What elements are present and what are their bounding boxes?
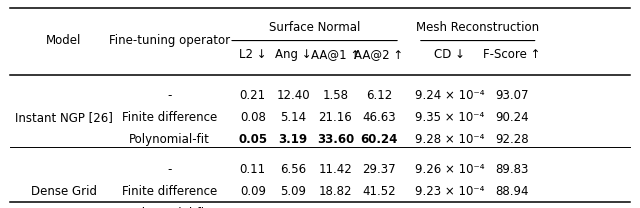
Text: 6.12: 6.12	[365, 89, 392, 102]
Text: 51.40: 51.40	[360, 207, 397, 208]
Text: 60.24: 60.24	[360, 133, 397, 146]
Text: 9.24 × 10⁻⁴: 9.24 × 10⁻⁴	[415, 89, 484, 102]
Text: Mesh Reconstruction: Mesh Reconstruction	[416, 21, 540, 33]
Text: 1.58: 1.58	[323, 89, 348, 102]
Text: 46.63: 46.63	[362, 111, 396, 124]
Text: Finite difference: Finite difference	[122, 111, 217, 124]
Text: Ang ↓: Ang ↓	[275, 48, 312, 61]
Text: AA@2 ↑: AA@2 ↑	[355, 48, 403, 61]
Text: 9.23 × 10⁻⁴: 9.23 × 10⁻⁴	[415, 185, 484, 198]
Text: 3.19: 3.19	[278, 133, 308, 146]
Text: F-Score ↑: F-Score ↑	[483, 48, 541, 61]
Text: 0.08: 0.08	[240, 111, 266, 124]
Text: CD ↓: CD ↓	[435, 48, 465, 61]
Text: Dense Grid: Dense Grid	[31, 185, 97, 198]
Text: 0.09: 0.09	[240, 185, 266, 198]
Text: 21.16: 21.16	[319, 111, 352, 124]
Text: Model: Model	[46, 34, 82, 47]
Text: 0.05: 0.05	[238, 133, 268, 146]
Text: 89.83: 89.83	[495, 163, 529, 176]
Text: 18.82: 18.82	[319, 185, 352, 198]
Text: Fine-tuning operator: Fine-tuning operator	[109, 34, 230, 47]
Text: Finite difference: Finite difference	[122, 185, 217, 198]
Text: 9.35 × 10⁻⁴: 9.35 × 10⁻⁴	[415, 111, 484, 124]
Text: 9.28 × 10⁻⁴: 9.28 × 10⁻⁴	[415, 133, 484, 146]
Text: 0.08: 0.08	[238, 207, 268, 208]
Text: 41.52: 41.52	[362, 185, 396, 198]
Text: 29.32: 29.32	[317, 207, 354, 208]
Text: 92.28: 92.28	[495, 133, 529, 146]
Text: 9.25 × 10⁻⁴: 9.25 × 10⁻⁴	[415, 207, 484, 208]
Text: 33.60: 33.60	[317, 133, 354, 146]
Text: 29.37: 29.37	[362, 163, 396, 176]
Text: AA@1 ↑: AA@1 ↑	[311, 48, 360, 61]
Text: L2 ↓: L2 ↓	[239, 48, 267, 61]
Text: 11.42: 11.42	[319, 163, 352, 176]
Text: Polynomial-fit: Polynomial-fit	[129, 207, 210, 208]
Text: 90.24: 90.24	[495, 111, 529, 124]
Text: 0.21: 0.21	[240, 89, 266, 102]
Text: Surface Normal: Surface Normal	[269, 21, 360, 33]
Text: Instant NGP [26]: Instant NGP [26]	[15, 111, 113, 124]
Text: -: -	[168, 163, 172, 176]
Text: -: -	[168, 89, 172, 102]
Text: 9.26 × 10⁻⁴: 9.26 × 10⁻⁴	[415, 163, 484, 176]
Text: 88.94: 88.94	[495, 185, 529, 198]
Text: Polynomial-fit: Polynomial-fit	[129, 133, 210, 146]
Text: 5.09: 5.09	[280, 185, 306, 198]
Text: 12.40: 12.40	[276, 89, 310, 102]
Text: 87.66: 87.66	[495, 207, 529, 208]
Text: 5.14: 5.14	[280, 111, 306, 124]
Text: 4.40: 4.40	[278, 207, 308, 208]
Text: 93.07: 93.07	[495, 89, 529, 102]
Text: 6.56: 6.56	[280, 163, 306, 176]
Text: 0.11: 0.11	[240, 163, 266, 176]
